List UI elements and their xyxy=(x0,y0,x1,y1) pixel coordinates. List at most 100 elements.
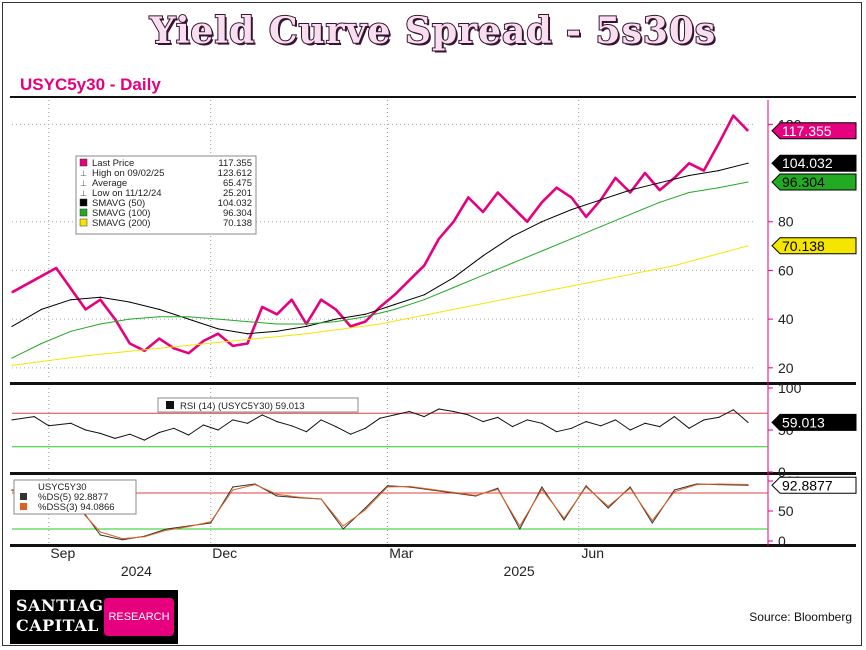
series-point xyxy=(747,162,749,164)
series-point xyxy=(423,294,425,296)
page-title: Yield Curve Spread - 5s30s xyxy=(149,9,717,53)
series-point xyxy=(70,299,72,301)
x-tick-label: Sep xyxy=(50,545,75,561)
series-point xyxy=(482,274,484,276)
series-point xyxy=(11,325,13,328)
series-point xyxy=(364,507,366,509)
series-point xyxy=(717,483,720,485)
series-point xyxy=(379,417,381,419)
legend-value: 96.304 xyxy=(223,208,252,219)
legend-value: 70.138 xyxy=(223,218,252,229)
series-point xyxy=(40,342,43,345)
series-point xyxy=(688,162,690,164)
x-tick-label: Mar xyxy=(389,545,413,561)
series-point xyxy=(423,415,425,418)
series-point xyxy=(276,421,278,423)
chart-subtitle: USYC5y30 - Daily xyxy=(20,75,161,94)
series-point xyxy=(121,538,123,540)
series-line xyxy=(11,483,749,540)
series-point xyxy=(48,425,50,427)
series-point xyxy=(246,320,249,323)
legend-swatch xyxy=(79,198,88,207)
series-point xyxy=(556,431,558,433)
legend-label: SMAVG (200) xyxy=(92,218,150,229)
series-point xyxy=(165,529,168,531)
value-tag-label: 104.032 xyxy=(782,155,833,171)
series-point xyxy=(217,429,219,431)
legend-swatch xyxy=(20,503,27,510)
series-point xyxy=(394,303,396,306)
series-point xyxy=(703,419,705,421)
value-tag: 59.013 xyxy=(771,413,857,431)
series-point xyxy=(563,519,565,521)
series-point xyxy=(482,255,484,257)
series-point xyxy=(114,318,116,320)
series-point xyxy=(143,536,146,538)
legend-box xyxy=(75,155,257,235)
series-point xyxy=(394,308,396,310)
series-point xyxy=(335,426,337,428)
series-point xyxy=(497,487,499,489)
logo-badge-research: RESEARCH xyxy=(104,598,174,636)
series-point xyxy=(70,422,72,424)
series-point xyxy=(99,323,101,325)
value-tag-label: 59.013 xyxy=(782,414,825,430)
series-point xyxy=(453,221,455,223)
value-tag-label: 92.8877 xyxy=(782,477,833,493)
series-line xyxy=(11,181,749,359)
series-point xyxy=(673,415,676,418)
legend-swatch xyxy=(166,401,174,409)
logo-text: SANTIAGO CAPITAL xyxy=(16,596,118,636)
series-point xyxy=(276,495,278,497)
legend-box xyxy=(157,397,359,413)
series-point xyxy=(129,318,131,320)
series-point xyxy=(342,528,344,530)
series-point xyxy=(11,357,13,359)
series-point xyxy=(614,419,617,421)
series-point xyxy=(11,291,13,293)
legend-label: High on 09/02/25 xyxy=(92,168,164,179)
series-point xyxy=(232,345,234,347)
legend-value: 123.612 xyxy=(218,168,252,179)
series-point xyxy=(747,130,749,132)
series-point xyxy=(188,526,190,528)
series-point xyxy=(129,342,131,345)
logo-line2: CAPITAL xyxy=(16,616,99,635)
y-tick-label: 40 xyxy=(778,311,794,327)
series-point xyxy=(600,199,602,201)
legend-swatch xyxy=(20,493,27,500)
series-point xyxy=(430,488,433,490)
series-point xyxy=(511,235,514,237)
series-point xyxy=(70,330,72,332)
series-point xyxy=(659,189,661,191)
value-tag: 117.355 xyxy=(771,122,857,140)
series-point xyxy=(511,262,514,264)
legend-swatch xyxy=(79,218,88,227)
series-point xyxy=(541,221,543,223)
x-tick-label: Jun xyxy=(581,545,604,561)
series-point xyxy=(651,522,653,524)
series-point xyxy=(217,328,219,330)
series-point xyxy=(99,296,101,298)
series-point xyxy=(629,487,631,489)
series-point xyxy=(379,306,381,308)
legend-label: RSI (14) (USYC5Y30) 59.013 xyxy=(180,401,305,412)
series-point xyxy=(629,189,631,191)
series-point xyxy=(747,245,749,247)
series-point xyxy=(55,267,57,269)
series-point xyxy=(173,347,175,349)
series-point xyxy=(99,299,101,301)
series-point xyxy=(210,521,212,523)
series-point xyxy=(673,491,676,493)
series-point xyxy=(482,421,484,423)
y-tick-label: 0 xyxy=(778,533,786,549)
series-point xyxy=(379,323,381,325)
series-point xyxy=(629,486,631,488)
series-point xyxy=(629,213,631,216)
series-point xyxy=(85,308,87,310)
series-point xyxy=(394,414,396,416)
series-point xyxy=(541,201,543,203)
legend-label: USYC5Y30 xyxy=(38,482,87,493)
series-point xyxy=(644,172,646,174)
